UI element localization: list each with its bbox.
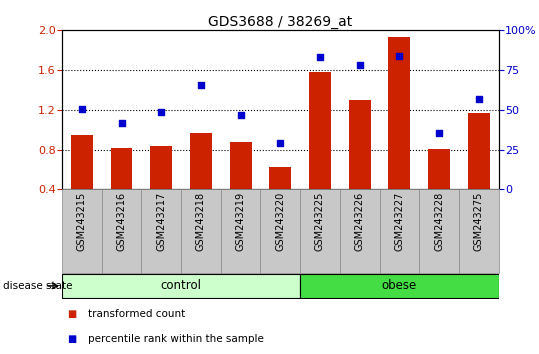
Bar [459, 189, 499, 273]
Text: percentile rank within the sample: percentile rank within the sample [88, 333, 264, 344]
Point [117, 120, 126, 126]
Point [355, 62, 364, 68]
Bar [468, 113, 489, 189]
Text: GSM243275: GSM243275 [474, 192, 483, 251]
Text: GSM243219: GSM243219 [236, 192, 246, 251]
Text: GSM243226: GSM243226 [355, 192, 365, 251]
Point [435, 130, 444, 136]
Bar [300, 274, 499, 298]
Bar [150, 145, 172, 189]
Point [236, 112, 245, 118]
Point [316, 54, 324, 60]
Bar [62, 189, 102, 273]
Text: ■: ■ [67, 309, 77, 320]
Text: GSM243220: GSM243220 [275, 192, 285, 251]
Bar [419, 189, 459, 273]
Text: disease state: disease state [3, 281, 72, 291]
Bar [230, 142, 252, 189]
Bar [300, 189, 340, 273]
Text: GSM243228: GSM243228 [434, 192, 444, 251]
Text: GSM243215: GSM243215 [77, 192, 87, 251]
Bar [141, 189, 181, 273]
Point [78, 106, 86, 112]
Bar [389, 37, 410, 189]
Point [395, 53, 404, 59]
Bar [309, 72, 331, 189]
Text: GSM243225: GSM243225 [315, 192, 325, 251]
Text: GSM243218: GSM243218 [196, 192, 206, 251]
Text: GSM243227: GSM243227 [395, 192, 404, 251]
Text: ■: ■ [67, 333, 77, 344]
Point [276, 140, 285, 145]
Point [197, 82, 205, 88]
Text: obese: obese [382, 279, 417, 292]
Text: GSM243216: GSM243216 [116, 192, 127, 251]
Point [474, 96, 483, 102]
Bar [260, 189, 300, 273]
Bar [102, 189, 141, 273]
Text: GSM243217: GSM243217 [156, 192, 166, 251]
Bar [110, 148, 133, 189]
Bar [379, 189, 419, 273]
Bar [71, 135, 93, 189]
Bar [340, 189, 379, 273]
Bar [181, 189, 221, 273]
Text: control: control [161, 279, 202, 292]
Bar [190, 133, 212, 189]
Point [157, 109, 165, 115]
Bar [349, 100, 371, 189]
Bar [428, 149, 450, 189]
Bar [270, 167, 291, 189]
Title: GDS3688 / 38269_at: GDS3688 / 38269_at [208, 15, 353, 29]
Text: transformed count: transformed count [88, 309, 185, 320]
Bar [221, 189, 260, 273]
Bar [62, 274, 300, 298]
